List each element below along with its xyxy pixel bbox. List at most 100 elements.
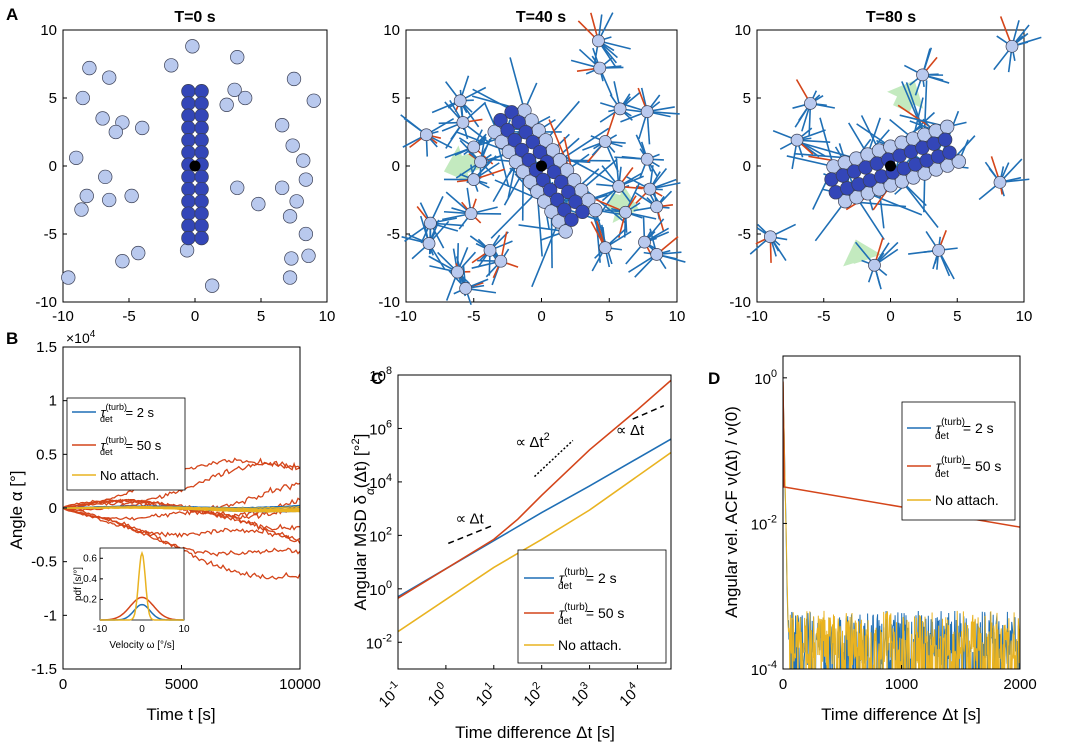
panel-a1-xtick: 0 — [191, 308, 199, 325]
cluster-cell — [521, 152, 537, 168]
filament — [855, 196, 885, 240]
panel-a3-xtick: 0 — [886, 308, 894, 325]
cluster-cell — [564, 212, 579, 227]
panel-b-scale-factor: ×104 — [66, 329, 96, 346]
panel-a1-xtick: 10 — [319, 308, 336, 325]
panel-d-plot: 0 1000 2000 100 10-2 10-4 Time difference Δt … — [722, 355, 1037, 724]
panel-c-xtick: 103 — [566, 680, 596, 710]
free-cell — [298, 172, 314, 187]
series-line-noattach — [398, 451, 671, 633]
filament — [492, 161, 517, 203]
panel-a1-ytick: 5 — [49, 90, 57, 107]
panel-b-ytick: -0.5 — [31, 554, 57, 571]
free-cell — [238, 90, 253, 106]
free-cell — [61, 270, 76, 285]
free-cell — [227, 82, 242, 97]
free-cell — [868, 258, 881, 272]
cluster-cell — [511, 115, 526, 130]
free-cell — [285, 138, 300, 153]
panel-a2-ytick: -10 — [378, 294, 400, 311]
free-cell — [108, 124, 123, 140]
cluster-cell — [546, 164, 562, 180]
free-cell — [296, 153, 311, 168]
panel-b-xtick: 10000 — [279, 676, 321, 693]
cluster-cell — [493, 113, 508, 128]
cluster-cell — [194, 169, 209, 185]
panel-a3-xtick: 10 — [1016, 308, 1033, 325]
free-cell — [422, 237, 436, 250]
series-line-noattach — [63, 507, 300, 513]
cluster-cell — [194, 84, 209, 99]
panel-b-ytick: 0 — [49, 500, 57, 517]
cluster-cell — [181, 108, 196, 123]
panel-a3-xtick: -5 — [817, 308, 830, 325]
free-cell — [640, 152, 654, 166]
annotation-linear-2: ∝ Δt — [616, 422, 645, 439]
cluster-cell — [194, 181, 209, 197]
panel-d-ytick: 100 — [754, 368, 777, 388]
panel-a3-xtick: 5 — [953, 308, 961, 325]
cluster-cell — [500, 122, 515, 138]
cluster-cell — [535, 172, 551, 188]
panel-b-legend: τ(turb) det = 2 s τ(turb) det = 50 s No atta… — [66, 397, 186, 491]
panel-c-xtick: 100 — [423, 680, 453, 710]
inset-xtick: 10 — [178, 624, 190, 635]
free-cell — [286, 71, 302, 87]
panel-d-xlabel: Time difference Δt [s] — [821, 705, 981, 724]
free-cell — [643, 182, 657, 196]
free-cell — [419, 128, 433, 142]
cluster-edge-cell — [940, 119, 955, 134]
free-cell — [98, 169, 113, 185]
panel-d-xtick: 2000 — [1003, 676, 1036, 693]
panel-b-xtick: 0 — [59, 676, 67, 693]
panel-c-legend-3: No attach. — [558, 637, 622, 653]
panel-d-legend-2: τ(turb) det= 50 s — [935, 455, 1001, 480]
slope-guide-3 — [632, 405, 665, 420]
free-cell — [274, 180, 290, 195]
inset-ytick: 0.4 — [83, 574, 97, 585]
free-cell — [282, 209, 298, 224]
panel-a3-ytick: 5 — [743, 90, 751, 107]
cluster-cell — [938, 132, 953, 147]
panel-c-xlabel: Time difference Δt [s] — [455, 723, 615, 742]
cluster-center — [189, 160, 201, 172]
inset-ytick: 0.6 — [83, 553, 97, 564]
cluster-cell — [194, 230, 209, 246]
cluster-cell — [942, 145, 957, 160]
free-cell — [131, 245, 146, 261]
cluster-cell — [554, 174, 569, 190]
inset-pdf-tau50 — [99, 596, 185, 621]
free-cell — [598, 135, 612, 148]
panel-a3-plot: T=80 s -10 10 -5 5 0 0 5 -5 10 -10 — [729, 9, 1042, 325]
free-cell — [464, 207, 478, 220]
free-cell — [74, 202, 89, 217]
annotation-linear-1: ∝ Δt — [455, 510, 484, 527]
panel-c-legend: τ(turb) det= 2 s τ(turb) det= 50 s No atta… — [517, 549, 667, 664]
cluster-cell — [181, 145, 196, 160]
filament — [518, 224, 566, 233]
free-cell — [993, 175, 1007, 189]
cluster-cell — [194, 133, 209, 148]
cluster-cell — [181, 181, 196, 197]
free-cell — [179, 243, 195, 258]
panel-a2-xtick: -5 — [467, 308, 480, 325]
panel-c-ytick: 100 — [369, 579, 392, 599]
series-line-tau50 — [63, 507, 300, 544]
panel-a1-ytick: 10 — [40, 22, 57, 39]
free-cell — [467, 140, 481, 154]
cluster-cell — [181, 96, 196, 111]
free-cell — [790, 133, 804, 147]
free-cell — [494, 254, 508, 268]
free-cell — [619, 205, 632, 219]
free-cell — [230, 180, 245, 195]
free-cell — [467, 173, 481, 186]
panel-b-xtick: 5000 — [165, 676, 198, 693]
cluster-cell — [507, 132, 522, 148]
free-cell — [75, 90, 90, 106]
panel-b-ylabel: Angle α [°] — [7, 471, 26, 550]
filament — [901, 180, 939, 229]
filament — [559, 159, 611, 162]
panel-a3-title: T=80 s — [866, 9, 916, 26]
panel-a1-xtick: -10 — [52, 308, 74, 325]
